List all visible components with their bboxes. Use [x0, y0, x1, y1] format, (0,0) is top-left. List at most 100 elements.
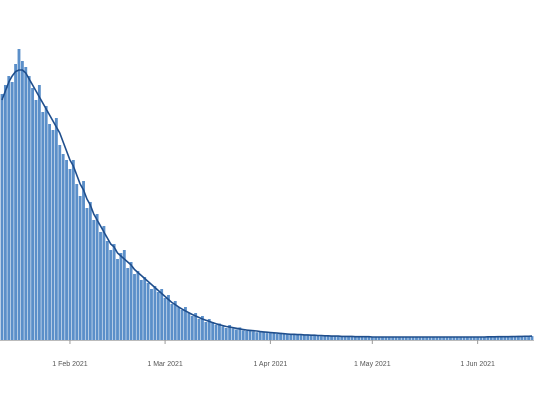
bar — [201, 316, 204, 340]
x-tick-label: 1 May 2021 — [354, 361, 391, 368]
bar — [268, 332, 272, 340]
bar — [190, 316, 194, 340]
bar — [483, 337, 486, 340]
bar — [289, 334, 293, 340]
bar — [17, 49, 21, 340]
bar — [302, 334, 306, 340]
bar — [428, 337, 432, 340]
bar — [82, 181, 85, 340]
bar — [285, 334, 289, 340]
bar — [357, 336, 361, 340]
bar — [445, 337, 449, 340]
bar — [340, 336, 344, 340]
bar — [343, 336, 347, 340]
bar — [394, 337, 398, 340]
bar — [469, 337, 473, 340]
bar — [228, 325, 232, 340]
bar — [510, 336, 514, 340]
bar — [20, 61, 24, 340]
bar — [224, 328, 228, 340]
bar — [381, 336, 384, 340]
bar — [187, 313, 191, 340]
bar — [3, 85, 7, 340]
bar — [347, 337, 350, 340]
bar — [258, 331, 262, 340]
bar — [296, 334, 300, 340]
bar — [78, 196, 82, 340]
bar — [499, 337, 503, 340]
bar — [516, 336, 520, 340]
bar — [7, 76, 11, 340]
bar — [316, 335, 320, 340]
bar — [99, 232, 102, 340]
bar — [272, 333, 276, 340]
bar — [14, 64, 18, 340]
bar — [180, 310, 184, 340]
bar — [520, 336, 524, 340]
bar — [211, 322, 215, 340]
bar — [309, 335, 313, 340]
bar — [421, 337, 425, 340]
bar — [455, 337, 459, 340]
bar — [462, 337, 466, 340]
bar — [31, 88, 35, 340]
bar — [489, 337, 493, 340]
bar — [245, 331, 249, 340]
bar — [438, 337, 442, 340]
bar — [221, 326, 225, 340]
bar — [27, 76, 31, 340]
bar — [214, 325, 218, 340]
bar — [387, 337, 391, 340]
bar — [326, 336, 330, 340]
bar — [133, 274, 136, 340]
bar — [44, 106, 48, 340]
bar — [156, 292, 160, 340]
bar — [411, 337, 415, 340]
bar — [418, 337, 422, 340]
bar — [24, 67, 28, 340]
bar — [75, 184, 79, 340]
bar — [238, 327, 242, 340]
bar — [126, 268, 130, 340]
bar — [262, 332, 266, 340]
x-tick-label: 1 Apr 2021 — [253, 361, 287, 368]
bar — [435, 337, 439, 340]
bar — [122, 250, 126, 340]
bar — [486, 336, 490, 340]
bar — [85, 208, 89, 340]
bar — [255, 332, 259, 340]
bar — [204, 322, 208, 340]
bar — [404, 336, 408, 340]
bar — [129, 262, 133, 340]
bar — [282, 334, 286, 340]
bar — [88, 202, 92, 340]
bar — [51, 130, 55, 340]
bar — [333, 336, 337, 340]
x-tick-label: 1 Jun 2021 — [460, 361, 495, 368]
bar — [58, 145, 62, 340]
bar — [194, 313, 198, 340]
bar — [353, 337, 357, 340]
x-tick-label: 1 Mar 2021 — [147, 361, 183, 368]
bar — [476, 336, 480, 340]
bar — [275, 334, 279, 340]
bar — [48, 124, 51, 340]
bar — [61, 154, 65, 340]
bar — [102, 226, 106, 340]
bar — [68, 169, 72, 340]
bar — [506, 336, 510, 340]
bar — [177, 307, 181, 340]
bar — [360, 337, 364, 340]
bar — [109, 250, 113, 340]
bar — [479, 337, 483, 340]
bar — [248, 329, 252, 340]
bar — [442, 337, 446, 340]
bar — [496, 336, 500, 340]
bar — [452, 337, 456, 340]
bar — [391, 337, 395, 340]
bar — [527, 335, 531, 340]
bar — [41, 112, 45, 340]
bar — [143, 277, 147, 340]
